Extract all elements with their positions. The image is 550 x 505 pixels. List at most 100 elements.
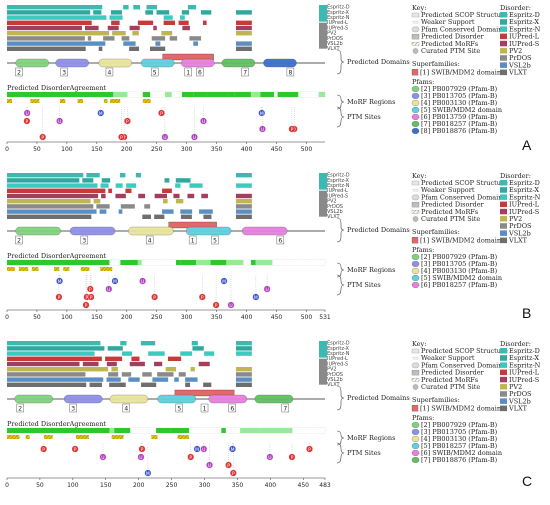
ptm-site-letter: M [260,111,264,117]
pfam-swatch [411,457,420,463]
agreement-label-C: Predicted DisorderAgreement [7,420,107,428]
agreement-segment [301,428,319,433]
axis-tick-label-B-11: 531 [319,314,331,321]
disorder-item-C-5: PV2 [509,383,522,391]
axis-tick-label-C-9: 450 [298,482,310,489]
domain-number-box [69,403,77,413]
disorder-swatch [500,230,507,236]
ptm-site-u [23,109,31,117]
ptm-site-m [111,277,119,285]
predictor-label-A-1: Espritz-X [327,10,350,16]
agreement-segment [193,92,208,97]
pfam-item-B-2: [4] PB003130 (Pfam-B) [421,267,498,275]
pfam-item-A-1: [3] PB013705 (Pfam-B) [421,92,498,100]
ptm-site-u [263,285,271,293]
disorder-track-B-3 [7,188,106,193]
ptm-site-u [199,117,207,125]
disorder-segment [82,178,94,183]
pfam-domain-A-5 [140,58,175,68]
morf-hatch [25,435,30,439]
disorder-segment [87,36,92,41]
agreement-label-A: Predicted DisorderAgreement [7,84,107,92]
agreement-segment [284,260,299,265]
ptm-site-letter: U [208,463,211,469]
key-pfam-icon [411,194,420,201]
pfam-domain-B-3 [69,226,116,236]
pfam-domain-A-6 [181,58,215,68]
agreement-segment [137,260,142,265]
domain-number-A-4: 4 [108,69,112,76]
disorder-segment [132,31,139,36]
predictor-label-B-0: Espritz-D [327,173,350,179]
axis-tick-label-C-3: 150 [100,482,112,489]
key-scop-icon [411,12,420,18]
pfam-item-A-0: [2] PB007929 (Pfam-B) [421,85,498,93]
axis-tick-label-B-4: 200 [121,314,133,321]
pfam-swatch [411,114,420,120]
pfam-item-B-0: [2] PB007929 (Pfam-B) [421,253,498,261]
pfams-title-B: Pfams: [412,246,434,254]
morf-hatch [80,267,90,271]
disorder-swatch [500,180,507,186]
disorder-swatch [500,69,507,76]
disorder-segment [126,183,137,188]
ptm-site-letter: P [189,455,192,461]
disorder-segment [93,10,102,15]
predictor-label-A-0: Espritz-D [327,5,350,11]
disorder-segment [137,20,154,25]
pfam-swatch [411,282,420,288]
disorder-segment [187,5,197,10]
axis-tick-label-C-5: 250 [166,482,178,489]
axis-tick-label-B-8: 400 [241,314,253,321]
domains-bracket [336,217,345,243]
c-term-disorder-block [319,22,327,49]
disorder-segment [235,25,252,31]
disorder-segment [152,377,169,382]
domains-bracket [336,385,345,411]
agreement-segment [175,260,181,265]
disorder-segment [235,46,252,51]
pfam-item-C-4: [6] SWIB/MDM2 domain [421,449,502,457]
agreement-segment [130,428,142,433]
domain-number-B-6: 6 [278,237,282,244]
disorder-item-B-1: Espritz-X [509,186,539,194]
pfams-title-A: Pfams: [412,78,434,86]
disorder-track-C-6 [7,372,86,377]
key-disorder-icon [411,201,420,208]
axis-tick-label-B-2: 100 [61,314,73,321]
disorder-track-A-3 [7,20,92,25]
disorder-segment [133,5,141,10]
disorder-segment [164,178,170,183]
ptm-site-p [225,461,233,469]
ptm-site-u [227,301,235,309]
predicted-domains-label-B: Predicted Domains [347,226,410,234]
disorder-segment [178,372,186,377]
ptm-bracket [336,442,345,464]
disorder-segment [153,25,157,31]
pfam-swatch [411,254,420,260]
disorder-segment [121,372,132,377]
key-ptm-icon [412,216,419,222]
axis-tick-label-B-10: 500 [301,314,313,321]
ptm-site-letter: P [85,295,88,301]
axis-tick-label-C-8: 400 [265,482,277,489]
disorder-swatch [500,355,507,361]
predictor-label-B-3: IUPred-L [327,188,348,194]
agreement-segment [250,92,261,97]
domain-number-A-5: 5 [153,69,157,76]
disorder-segment [125,188,132,193]
domain-number-B-1: 1 [191,237,195,244]
disorder-segment [185,382,191,387]
ptm-site-letter: M [254,295,258,301]
disorder-track-B-2 [7,183,98,188]
disorder-segment [111,367,118,372]
disorder-segment [103,36,115,41]
key-item-C-3: Predicted Disorder [421,369,485,377]
disorder-swatch [500,62,507,68]
agreement-segment [102,260,121,265]
disorder-segment [155,41,161,46]
disorder-item-A-4: IUPred-S [509,40,539,48]
pfam-domain-C-5 [157,394,196,404]
disorder-item-B-5: PV2 [509,215,522,223]
